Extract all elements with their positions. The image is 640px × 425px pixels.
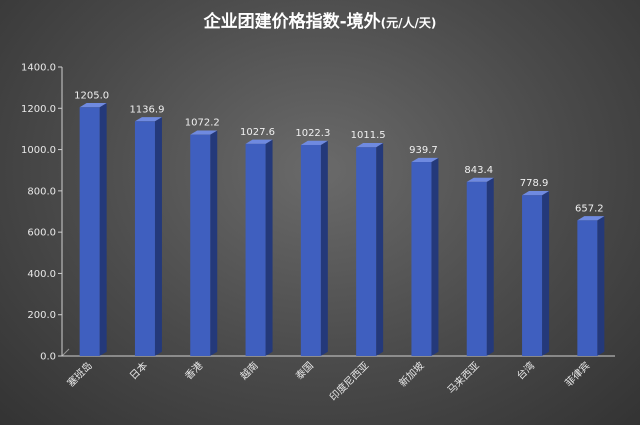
- bar-side: [154, 117, 162, 356]
- x-tick-label: 新加坡: [396, 359, 426, 389]
- bar-side: [376, 142, 384, 356]
- bar-value-label: 657.2: [575, 203, 604, 214]
- bar-top: [190, 130, 218, 135]
- bar-group: 843.4: [464, 165, 494, 356]
- x-tick-label: 日本: [127, 359, 150, 382]
- bar-top: [577, 216, 605, 221]
- bar-top: [522, 191, 550, 196]
- y-tick-label: 1400.0: [21, 63, 56, 74]
- bar: [466, 181, 487, 356]
- bar: [79, 107, 100, 356]
- bar-group: 778.9: [520, 178, 550, 356]
- x-tick-label: 马来西亚: [445, 360, 482, 397]
- chart-title-unit: (元/人/天): [381, 15, 437, 30]
- x-tick-label: 塞班岛: [64, 359, 94, 389]
- bar-value-label: 1022.3: [295, 128, 330, 139]
- bar: [245, 143, 266, 356]
- bar-side: [99, 103, 107, 356]
- x-tick-label: 菲律宾: [562, 359, 592, 389]
- bar-side: [320, 140, 328, 356]
- y-tick-label: 800.0: [27, 186, 56, 197]
- y-tick-label: 200.0: [27, 310, 56, 321]
- bar-group: 1011.5: [351, 130, 386, 356]
- bar-group: 1022.3: [295, 128, 330, 356]
- bar-group: 1205.0: [74, 90, 109, 356]
- bar-value-label: 1136.9: [129, 104, 164, 115]
- x-axis-depth-line: [61, 348, 70, 357]
- bar-side: [265, 139, 273, 356]
- y-tick-label: 1000.0: [21, 145, 56, 156]
- bar: [190, 134, 211, 356]
- bar-group: 1136.9: [129, 104, 164, 356]
- bar: [134, 121, 155, 356]
- bar-top: [245, 139, 273, 144]
- x-tick-label: 台湾: [514, 359, 537, 382]
- bar-value-label: 939.7: [409, 145, 438, 156]
- bar-top: [466, 177, 494, 182]
- bar-side: [597, 216, 605, 356]
- y-tick-label: 600.0: [27, 228, 56, 239]
- bar-group: 939.7: [409, 145, 439, 356]
- bar-side: [210, 130, 218, 356]
- bar-value-label: 1072.2: [185, 118, 220, 129]
- y-tick-label: 1200.0: [21, 104, 56, 115]
- chart-title-main: 企业团建价格指数-境外: [203, 11, 381, 32]
- bar-top: [356, 142, 384, 148]
- y-tick-label: 0.0: [40, 352, 56, 363]
- bar-value-label: 1205.0: [74, 90, 109, 101]
- bar-group: 1072.2: [185, 118, 220, 356]
- bar: [411, 162, 432, 356]
- bar-side: [486, 177, 494, 356]
- y-tick-label: 400.0: [27, 269, 56, 280]
- x-tick-label: 泰国: [293, 359, 316, 382]
- bar-top: [300, 140, 328, 145]
- bar-value-label: 843.4: [464, 165, 493, 176]
- bar-value-label: 1011.5: [351, 130, 386, 141]
- bar-value-label: 778.9: [520, 178, 549, 189]
- bar-value-label: 1027.6: [240, 127, 275, 138]
- x-tick-label: 印度尼西亚: [327, 359, 372, 404]
- bar: [356, 147, 377, 356]
- bar-group: 657.2: [575, 203, 605, 356]
- chart-title: 企业团建价格指数-境外(元/人/天): [203, 11, 437, 32]
- bar-side: [542, 191, 550, 356]
- bar-top: [79, 103, 107, 108]
- x-tick-label: 香港: [183, 360, 206, 383]
- bar-top: [134, 117, 162, 122]
- x-tick-label: 越南: [237, 359, 260, 382]
- bars: 1205.0 1136.9 1072.2 1027.6 1022.3 1011.5 939.…: [74, 90, 605, 356]
- bar-group: 1027.6: [240, 127, 275, 356]
- bar: [522, 195, 543, 356]
- bar-top: [411, 157, 439, 163]
- bar: [300, 144, 321, 356]
- bar: [577, 220, 598, 356]
- bar-side: [431, 157, 439, 356]
